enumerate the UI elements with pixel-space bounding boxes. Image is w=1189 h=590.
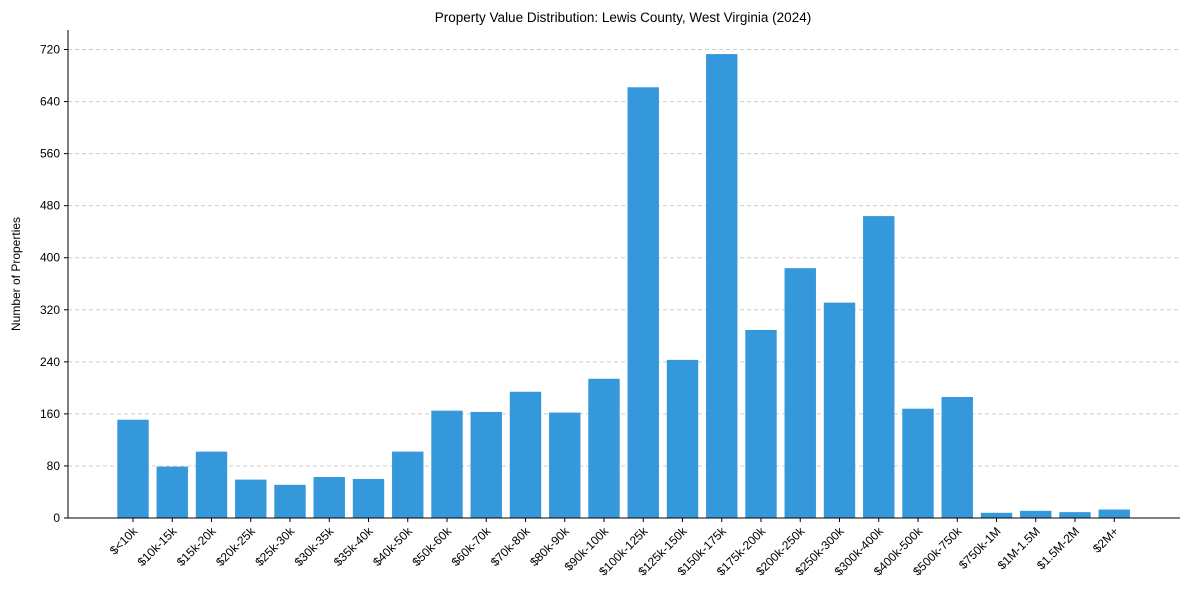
axes	[67, 30, 1180, 519]
x-tick-label: $35k-40k	[331, 524, 377, 570]
bar	[784, 268, 816, 518]
bar	[352, 478, 385, 518]
bar	[431, 410, 463, 518]
y-tick-label: 80	[47, 459, 61, 473]
x-tick-label: $60k-70k	[449, 524, 495, 570]
y-tick-label: 560	[40, 147, 60, 161]
y-tick-label: 320	[40, 303, 60, 317]
x-tick-label: $10k-15k	[135, 524, 181, 570]
bars	[117, 54, 1130, 518]
bar	[941, 396, 973, 518]
y-tick-label: 640	[40, 95, 60, 109]
x-tick-label: $30k-35k	[292, 524, 338, 570]
bar	[588, 378, 620, 518]
bar	[1020, 510, 1052, 518]
x-tick-label: $15k-20k	[174, 524, 220, 570]
bar	[156, 466, 188, 518]
bar	[627, 87, 659, 518]
bar	[745, 329, 777, 518]
y-tick-label: 480	[40, 199, 60, 213]
bar	[392, 451, 424, 518]
y-tick-label: 400	[40, 251, 60, 265]
y-tick-label: 160	[40, 407, 60, 421]
bar	[313, 477, 345, 518]
bar	[666, 359, 699, 518]
x-tick-label: $20k-25k	[213, 524, 259, 570]
bar	[195, 451, 228, 518]
x-tick-label: $40k-50k	[370, 524, 416, 570]
y-ticks: 0 80 160 240 320 400 480 560 640 720	[40, 43, 68, 525]
chart-title: Property Value Distribution: Lewis Count…	[435, 10, 811, 25]
bar	[117, 419, 149, 518]
bar	[235, 479, 267, 518]
bar	[509, 391, 542, 518]
y-tick-label: 240	[40, 355, 60, 369]
x-tick-label: $25k-30k	[252, 524, 298, 570]
x-tick-label: $70k-80k	[488, 524, 534, 570]
bar	[470, 411, 502, 518]
bar	[1059, 512, 1091, 518]
bar	[980, 512, 1013, 518]
x-tick-label: $<10k	[107, 524, 141, 558]
x-tick-label: $50k-60k	[409, 524, 455, 570]
bar	[863, 216, 895, 518]
bar	[706, 54, 738, 518]
bar	[549, 412, 581, 518]
x-tick-label: $2M+	[1090, 524, 1121, 555]
bar	[823, 302, 856, 518]
y-tick-label: 720	[40, 43, 60, 57]
x-ticks: $<10k$10k-15k$15k-20k$20k-25k$25k-30k$30…	[107, 518, 1121, 578]
bar	[274, 484, 306, 518]
bar	[1098, 509, 1130, 518]
y-gridlines	[68, 49, 1180, 467]
y-tick-label: 0	[53, 511, 60, 525]
x-tick-label: $1.5M-2M	[1034, 524, 1082, 572]
bar	[902, 408, 934, 518]
y-axis-label: Number of Properties	[9, 217, 23, 331]
